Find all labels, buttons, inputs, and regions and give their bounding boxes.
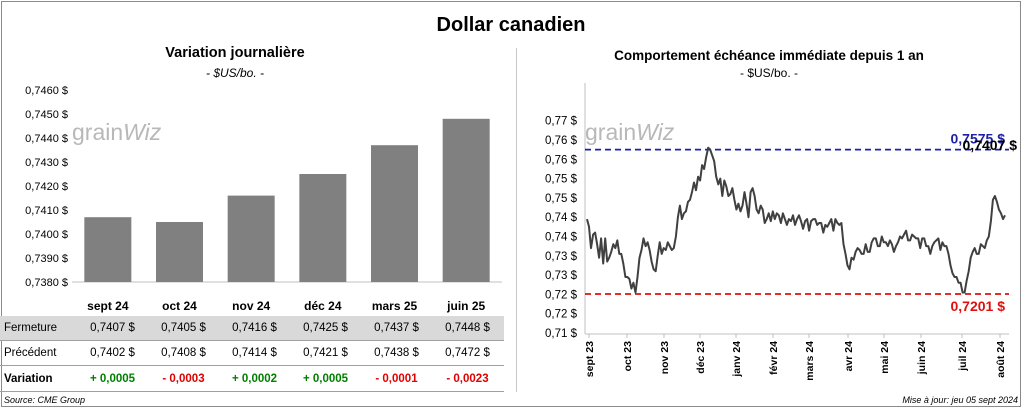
- bar: [442, 118, 490, 282]
- x-tick-label: juin 24: [916, 341, 928, 375]
- x-tick-label: août 24: [995, 341, 1007, 378]
- y-tick-label: 0,73 $: [545, 270, 578, 282]
- y-tick-label: 0,73 $: [545, 251, 578, 263]
- table-divider: [0, 365, 504, 366]
- x-tick-label: juil 24: [957, 341, 969, 372]
- table-cell: 0,7402 $: [90, 347, 135, 359]
- table-cell: 0,7437 $: [374, 322, 419, 334]
- x-category-label: nov 24: [232, 299, 270, 313]
- variation-row: Variation + 0,0005 - 0,0003 + 0,0002 + 0,00…: [0, 367, 504, 391]
- table-cell: 0,7438 $: [374, 347, 419, 359]
- bar: [156, 222, 203, 282]
- update-note: Mise à jour: jeu 05 sept 2024: [902, 395, 1018, 405]
- last-value-label: 0,7407 $: [963, 137, 1018, 153]
- bar-chart-title: Variation journalière: [165, 45, 305, 61]
- line-chart-subtitle: - $US/bo. -: [739, 66, 799, 80]
- x-tick-label: sept 23: [584, 341, 596, 377]
- table-cell: 0,7407 $: [90, 322, 135, 334]
- panel-divider: [516, 48, 517, 392]
- watermark-text: grainWiz: [72, 119, 162, 145]
- x-tick-label: mars 24: [804, 341, 816, 381]
- y-tick-label: 0,74 $: [545, 232, 578, 244]
- x-category-label: sept 24: [87, 299, 129, 313]
- table-cell: + 0,0005: [302, 373, 349, 385]
- x-category-label: déc 24: [304, 299, 342, 313]
- x-tick-label: avr 24: [843, 341, 855, 372]
- table-cell: - 0,0023: [446, 373, 489, 385]
- table-cell: 0,7472 $: [445, 347, 490, 359]
- table-cell: - 0,0003: [162, 373, 205, 385]
- table-cell: 0,7416 $: [232, 322, 277, 334]
- row-label: Variation: [4, 373, 53, 385]
- line-chart: grainWiz 0,71 $ 0,72 $ 0,72 $ 0,73 $ 0,73 $ 0,…: [545, 83, 1018, 381]
- x-tick-label: mai 24: [879, 341, 891, 374]
- y-tick-label: 0,7410 $: [25, 205, 68, 217]
- bar-chart-subtitle: - $US/bo. -: [205, 66, 265, 80]
- y-tick-label: 0,77 $: [545, 116, 578, 128]
- y-tick-label: 0,75 $: [545, 193, 578, 205]
- y-tick-label: 0,7450 $: [25, 109, 68, 121]
- table-cell: - 0,0001: [375, 373, 418, 385]
- bar: [371, 145, 418, 282]
- bar: [299, 174, 347, 282]
- x-category-label: juin 25: [446, 299, 485, 313]
- y-tick-label: 0,75 $: [545, 174, 578, 186]
- page-title: Dollar canadien: [436, 14, 586, 36]
- table-cell: 0,7414 $: [232, 347, 277, 359]
- table-cell: 0,7425 $: [303, 322, 348, 334]
- y-tick-label: 0,7390 $: [25, 253, 68, 265]
- x-category-label: mars 25: [372, 299, 418, 313]
- table-cell: + 0,0002: [231, 373, 278, 385]
- x-category-label: oct 24: [162, 299, 197, 313]
- table-cell: 0,7405 $: [161, 322, 206, 334]
- row-label: Fermeture: [4, 322, 58, 334]
- table-cell: 0,7448 $: [445, 322, 490, 334]
- precedent-row: Précédent 0,7402 $ 0,7408 $ 0,7414 $ 0,7421…: [0, 341, 504, 365]
- y-tick-label: 0,7400 $: [25, 229, 68, 241]
- y-tick-label: 0,72 $: [545, 289, 578, 301]
- y-tick-label: 0,7380 $: [25, 277, 68, 289]
- y-tick-label: 0,71 $: [545, 328, 578, 340]
- max-value-label: 0,7575 $: [951, 131, 1006, 147]
- bar-chart: grainWiz 0,7380 $ 0,7390 $ 0,7400 $ 0,7410 $…: [25, 85, 502, 313]
- table-cell: 0,7421 $: [303, 347, 348, 359]
- y-tick-label: 0,76 $: [545, 135, 578, 147]
- y-tick-label: 0,7430 $: [25, 157, 68, 169]
- y-tick-label: 0,7420 $: [25, 181, 68, 193]
- x-tick-label: nov 23: [659, 341, 671, 374]
- y-tick-label: 0,7460 $: [25, 85, 68, 97]
- bar: [227, 195, 275, 282]
- min-value-label: 0,7201 $: [951, 298, 1006, 314]
- table-divider: [0, 340, 504, 341]
- table-cell: 0,7408 $: [161, 347, 206, 359]
- row-label: Précédent: [4, 347, 57, 359]
- line-chart-title: Comportement échéance immédiate depuis 1…: [614, 48, 924, 63]
- y-tick-label: 0,72 $: [545, 309, 578, 321]
- fermeture-row: Fermeture 0,7407 $ 0,7405 $ 0,7416 $ 0,7425…: [0, 316, 504, 340]
- y-tick-label: 0,76 $: [545, 154, 578, 166]
- table-divider: [0, 391, 504, 392]
- x-tick-label: oct 23: [622, 341, 634, 372]
- y-tick-label: 0,7440 $: [25, 133, 68, 145]
- watermark-text: grainWiz: [585, 119, 675, 145]
- table-cell: + 0,0005: [89, 373, 136, 385]
- bar: [84, 217, 132, 282]
- x-tick-label: janv 24: [731, 341, 743, 378]
- x-tick-label: déc 23: [695, 341, 707, 374]
- y-tick-label: 0,74 $: [545, 212, 578, 224]
- price-series-line: [586, 146, 1006, 294]
- source-note: Source: CME Group: [4, 395, 86, 405]
- x-tick-label: févr 24: [768, 341, 780, 375]
